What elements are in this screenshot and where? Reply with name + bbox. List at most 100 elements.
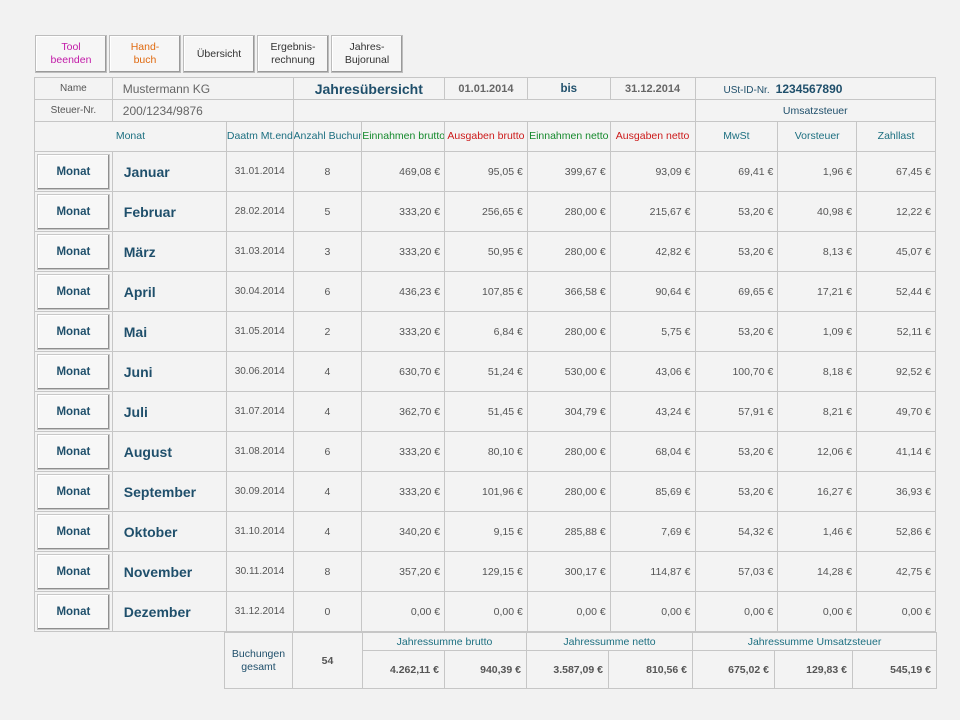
col-vorsteuer: Vorsteuer (777, 121, 858, 152)
mwst: 69,65 € (694, 271, 779, 312)
vorsteuer: 0,00 € (777, 591, 858, 632)
mwst: 0,00 € (694, 591, 779, 632)
einnahmen-netto: 366,58 € (526, 271, 611, 312)
einnahmen-netto: 530,00 € (526, 351, 611, 392)
month-name: September (111, 471, 227, 512)
booking-count: 8 (292, 551, 363, 592)
zahllast: 36,93 € (856, 471, 936, 512)
month-button-cell: Monat (34, 511, 113, 552)
vorsteuer: 12,06 € (777, 431, 858, 472)
booking-count: 6 (292, 271, 363, 312)
month-button[interactable]: Monat (37, 353, 110, 390)
month-name: April (111, 271, 227, 312)
month-end-date: 31.08.2014 (225, 431, 294, 472)
ust-id: USt-ID-Nr. 1234567890 (694, 77, 936, 100)
zahllast: 0,00 € (856, 591, 936, 632)
table-row: Monat August 31.08.2014 6 333,20 €80,10 €280… (34, 431, 936, 472)
table-row: Monat Januar 31.01.2014 8 469,08 €95,05 €399… (34, 151, 936, 192)
vorsteuer: 1,46 € (777, 511, 858, 552)
month-end-date: 31.07.2014 (225, 391, 294, 432)
table-row: Monat Juni 30.06.2014 4 630,70 €51,24 €530,0… (34, 351, 936, 392)
sum-einnahmen-brutto: 4.262,11 € (362, 650, 445, 689)
booking-count: 0 (292, 591, 363, 632)
month-button[interactable]: Monat (37, 153, 110, 190)
zahllast: 41,14 € (856, 431, 936, 472)
month-end-date: 31.12.2014 (225, 591, 294, 632)
month-name: Juli (111, 391, 227, 432)
ergebnisrechnung-button[interactable]: Ergebnis- rechnung (257, 35, 329, 73)
month-button[interactable]: Monat (37, 313, 110, 350)
vorsteuer: 1,09 € (777, 311, 858, 352)
booking-count: 6 (292, 431, 363, 472)
vorsteuer: 17,21 € (777, 271, 858, 312)
einnahmen-brutto: 333,20 € (361, 231, 446, 272)
zahllast: 12,22 € (856, 191, 936, 232)
buchungen-gesamt-label: Buchungen gesamt (224, 632, 293, 689)
ausgaben-brutto: 6,84 € (444, 311, 528, 352)
einnahmen-brutto: 630,70 € (361, 351, 446, 392)
uebersicht-button[interactable]: Übersicht (183, 35, 255, 73)
einnahmen-netto: 280,00 € (526, 231, 611, 272)
steuer-value: 200/1234/9876 (111, 99, 294, 122)
sum-mwst: 675,02 € (692, 650, 775, 689)
booking-count: 5 (292, 191, 363, 232)
table-row: Monat Juli 31.07.2014 4 362,70 €51,45 €304,7… (34, 391, 936, 432)
vorsteuer: 16,27 € (777, 471, 858, 512)
month-button[interactable]: Monat (37, 393, 110, 430)
month-name: Februar (111, 191, 227, 232)
table-row: Monat Oktober 31.10.2014 4 340,20 €9,15 €285… (34, 511, 936, 552)
month-end-date: 31.05.2014 (225, 311, 294, 352)
month-button[interactable]: Monat (37, 473, 110, 510)
month-end-date: 31.01.2014 (225, 151, 294, 192)
table-row: Monat Mai 31.05.2014 2 333,20 €6,84 €280,00 … (34, 311, 936, 352)
month-button-cell: Monat (34, 151, 113, 192)
booking-count: 4 (292, 391, 363, 432)
month-button[interactable]: Monat (37, 233, 110, 270)
month-button[interactable]: Monat (37, 273, 110, 310)
ust-value: 1234567890 (775, 81, 843, 96)
ausgaben-netto: 68,04 € (609, 431, 696, 472)
booking-count: 4 (292, 351, 363, 392)
handbuch-button[interactable]: Hand- buch (109, 35, 181, 73)
einnahmen-brutto: 0,00 € (361, 591, 446, 632)
zahllast: 49,70 € (856, 391, 936, 432)
month-button[interactable]: Monat (37, 193, 110, 230)
mwst: 53,20 € (694, 231, 779, 272)
einnahmen-netto: 0,00 € (526, 591, 611, 632)
month-button[interactable]: Monat (37, 553, 110, 590)
einnahmen-brutto: 333,20 € (361, 191, 446, 232)
ausgaben-brutto: 9,15 € (444, 511, 528, 552)
ausgaben-netto: 114,87 € (609, 551, 696, 592)
month-button[interactable]: Monat (37, 433, 110, 470)
einnahmen-brutto: 469,08 € (361, 151, 446, 192)
month-button-cell: Monat (34, 311, 113, 352)
month-button[interactable]: Monat (37, 513, 110, 550)
vorsteuer: 40,98 € (777, 191, 858, 232)
booking-count: 3 (292, 231, 363, 272)
mwst: 53,20 € (694, 471, 779, 512)
mwst: 54,32 € (694, 511, 779, 552)
einnahmen-netto: 304,79 € (526, 391, 611, 432)
jahresjournal-button[interactable]: Jahres- Bujorunal (331, 35, 403, 73)
sum-ausgaben-netto: 810,56 € (608, 650, 693, 689)
month-name: Dezember (111, 591, 227, 632)
month-button-cell: Monat (34, 231, 113, 272)
booking-count: 4 (292, 511, 363, 552)
col-ausgaben-netto: Ausgaben netto (609, 121, 696, 152)
vorsteuer: 1,96 € (777, 151, 858, 192)
sum-ausgaben-brutto: 940,39 € (444, 650, 527, 689)
col-monat: Monat (34, 121, 227, 152)
booking-count: 4 (292, 471, 363, 512)
einnahmen-netto: 300,17 € (526, 551, 611, 592)
month-end-date: 28.02.2014 (225, 191, 294, 232)
zahllast: 42,75 € (856, 551, 936, 592)
month-name: August (111, 431, 227, 472)
mwst: 53,20 € (694, 191, 779, 232)
month-end-date: 30.06.2014 (225, 351, 294, 392)
month-name: März (111, 231, 227, 272)
month-button[interactable]: Monat (37, 593, 110, 630)
table-row: Monat März 31.03.2014 3 333,20 €50,95 €280,0… (34, 231, 936, 272)
month-button-cell: Monat (34, 591, 113, 632)
tool-beenden-button[interactable]: Tool beenden (35, 35, 107, 73)
booking-count: 2 (292, 311, 363, 352)
